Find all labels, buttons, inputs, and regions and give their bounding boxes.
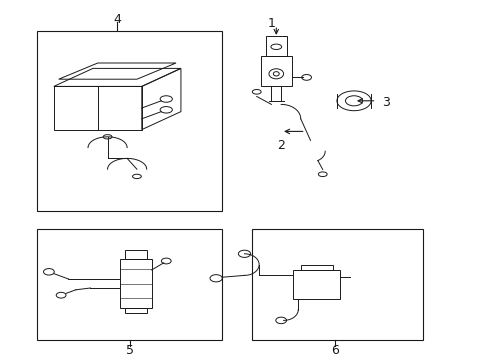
Text: 6: 6 <box>330 345 338 357</box>
Bar <box>251 229 422 340</box>
Bar <box>37 31 222 211</box>
Text: 1: 1 <box>267 17 275 30</box>
Bar <box>37 229 222 340</box>
Bar <box>300 265 332 270</box>
Bar <box>265 36 286 56</box>
Text: 3: 3 <box>382 96 389 109</box>
Bar <box>120 259 151 308</box>
Bar <box>293 270 339 299</box>
Bar <box>124 308 146 313</box>
Bar <box>260 56 291 86</box>
Text: 2: 2 <box>277 139 285 152</box>
Text: 4: 4 <box>113 13 121 26</box>
Text: 5: 5 <box>125 345 133 357</box>
Bar <box>124 250 146 259</box>
